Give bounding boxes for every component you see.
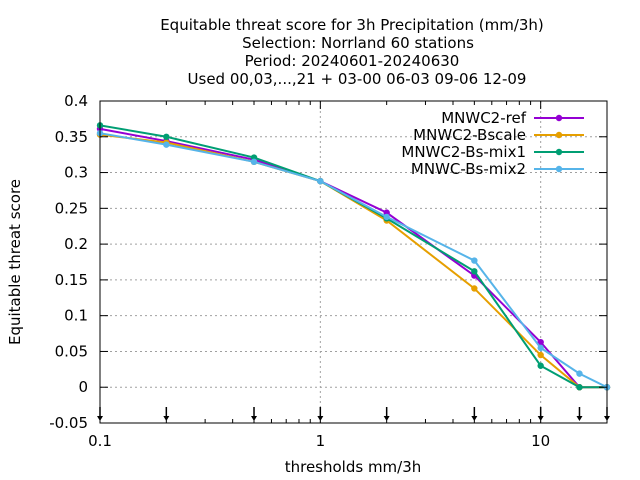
series-line-1 xyxy=(99,127,607,389)
legend-label: MNWC2-Bscale xyxy=(413,126,526,144)
series-point xyxy=(576,384,583,391)
title-line-3: Period: 20240601-20240630 xyxy=(245,52,460,70)
chart-title: Equitable threat score for 3h Precipitat… xyxy=(160,16,544,88)
series-point xyxy=(163,133,170,140)
title-line-2: Selection: Norrland 60 stations xyxy=(242,34,474,52)
legend-label: MNWC-Bs-mix2 xyxy=(411,160,526,178)
series-point xyxy=(250,158,258,166)
legend-swatch-point xyxy=(555,148,563,156)
series-point xyxy=(163,141,170,148)
series-point xyxy=(537,351,544,359)
legend-swatch-point xyxy=(555,165,563,173)
legend-label: MNWC2-Bs-mix1 xyxy=(401,143,526,161)
series-point xyxy=(537,338,544,346)
x-tick-label: 0.1 xyxy=(88,432,112,450)
x-tick-label: 1 xyxy=(316,432,326,450)
series-point xyxy=(471,268,478,275)
axis-ticks: 0.40.350.30.250.20.150.10.050-0.050.1 1 10 xyxy=(49,92,607,450)
series-line-3 xyxy=(99,124,607,389)
threshold-marker-arrow xyxy=(251,416,258,421)
series-point xyxy=(537,362,544,369)
y-tick-label: 0.05 xyxy=(55,342,88,360)
legend: MNWC2-refMNWC2-BscaleMNWC2-Bs-mix1MNWC-B… xyxy=(401,109,584,178)
threshold-marker-arrow xyxy=(471,416,478,421)
threshold-marker-arrow xyxy=(163,416,170,421)
plot-frame xyxy=(99,100,608,424)
grid-lines xyxy=(100,101,607,423)
series-line-4 xyxy=(99,132,608,389)
y-tick-label: 0 xyxy=(78,378,88,396)
y-axis-label: Equitable threat score xyxy=(6,179,24,345)
legend-swatch-point xyxy=(555,131,563,139)
y-tick-label: 0.15 xyxy=(55,271,88,289)
series-point xyxy=(317,177,324,185)
x-tick-label: 10 xyxy=(531,432,550,450)
threshold-markers xyxy=(97,407,610,421)
legend-label: MNWC2-ref xyxy=(441,109,526,127)
y-tick-label: -0.05 xyxy=(49,414,88,432)
y-tick-label: 0.4 xyxy=(64,92,88,110)
y-tick-label: 0.2 xyxy=(64,235,88,253)
threshold-marker-arrow xyxy=(576,416,583,421)
y-tick-label: 0.25 xyxy=(55,199,88,217)
series-point xyxy=(383,213,390,221)
title-line-1: Equitable threat score for 3h Precipitat… xyxy=(160,16,544,34)
legend-swatch-point xyxy=(555,114,563,122)
series-point xyxy=(537,344,544,352)
series-point xyxy=(471,257,478,264)
y-tick-label: 0.1 xyxy=(64,307,88,325)
y-tick-label: 0.35 xyxy=(55,128,88,146)
threshold-marker-arrow xyxy=(383,416,390,421)
y-tick-label: 0.3 xyxy=(64,164,88,182)
series-lines xyxy=(96,122,611,391)
x-axis-label: thresholds mm/3h xyxy=(285,458,422,476)
title-line-4: Used 00,03,...,21 + 03-00 06-03 09-06 12… xyxy=(188,70,527,88)
series-point xyxy=(471,285,478,292)
series-point xyxy=(576,370,583,377)
